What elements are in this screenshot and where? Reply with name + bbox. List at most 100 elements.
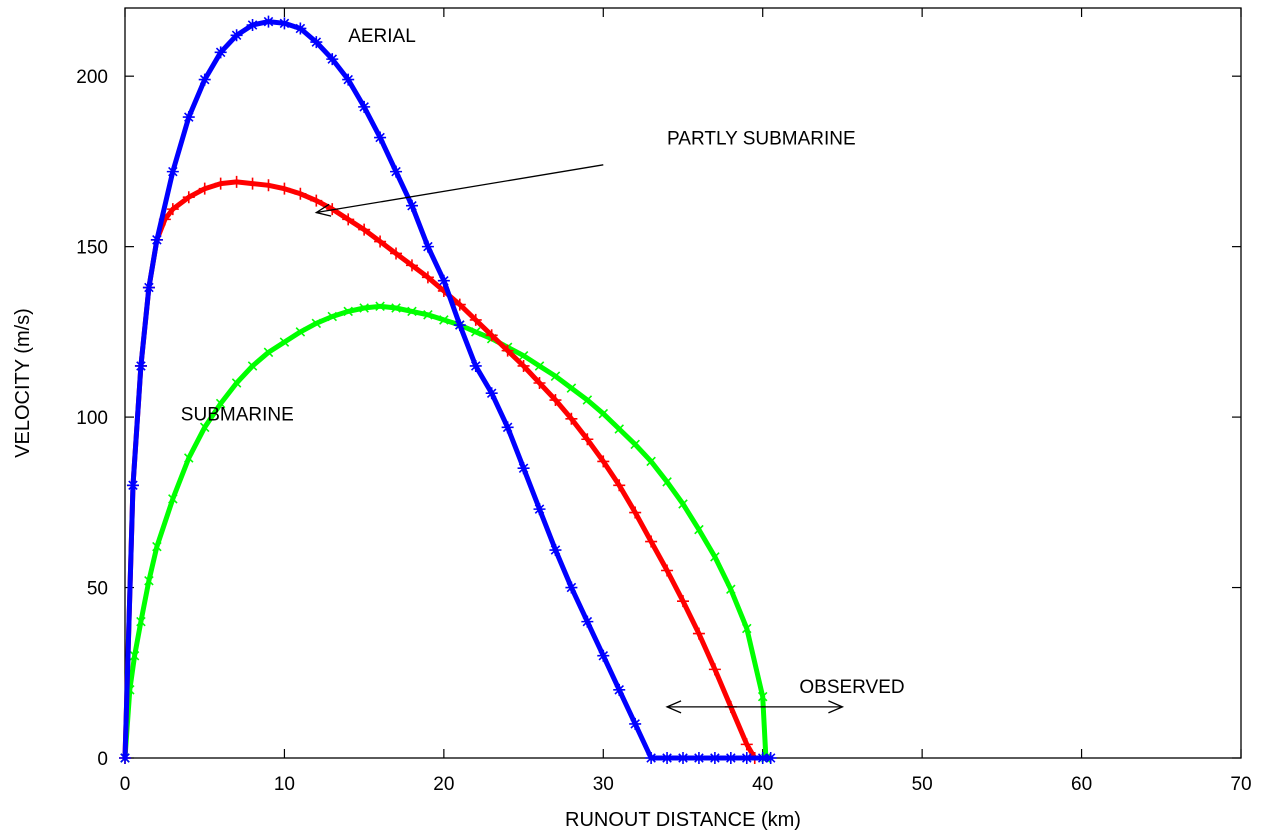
series-submarine	[120, 301, 771, 763]
data-point	[310, 36, 323, 49]
data-point	[262, 179, 275, 192]
data-point	[166, 165, 179, 178]
data-point	[198, 182, 211, 195]
arrow-line	[316, 164, 604, 214]
data-point	[598, 408, 609, 419]
data-point	[142, 281, 155, 294]
data-point	[724, 752, 737, 764]
data-point	[168, 494, 178, 504]
x-tick-label-4: 40	[752, 774, 773, 795]
data-point	[613, 683, 626, 696]
data-point	[534, 361, 545, 371]
x-tick-label-2: 20	[433, 774, 454, 795]
data-point	[182, 191, 195, 204]
data-point	[214, 177, 227, 190]
data-point	[692, 752, 705, 764]
data-point	[708, 752, 721, 764]
data-point	[629, 506, 642, 519]
data-point	[533, 503, 546, 516]
data-point	[199, 422, 210, 433]
data-point	[550, 371, 561, 381]
data-point	[215, 398, 226, 409]
data-point	[614, 424, 624, 434]
plot-frame	[124, 7, 1242, 759]
data-point	[469, 313, 482, 326]
x-tick-label-1: 10	[274, 774, 295, 795]
data-point	[646, 456, 656, 467]
data-point	[136, 616, 146, 627]
data-point	[279, 337, 290, 347]
y-tick-label-1: 50	[87, 579, 108, 600]
data-point	[230, 175, 243, 188]
data-point	[565, 412, 578, 425]
data-point	[629, 717, 642, 730]
data-point	[708, 663, 721, 676]
data-point	[517, 359, 530, 372]
data-point	[613, 479, 626, 492]
data-point	[278, 182, 291, 195]
axis-ticks: 0 10 20 30 40 50 60 70 0 50 100 150 200	[76, 8, 1252, 795]
data-point	[374, 235, 387, 248]
y-tick-label-4: 200	[76, 67, 108, 88]
x-tick-label-6: 60	[1071, 774, 1092, 795]
data-point	[390, 165, 403, 178]
data-point	[342, 73, 355, 86]
data-point	[326, 53, 339, 66]
data-point	[470, 327, 481, 337]
data-point	[246, 19, 259, 32]
data-point	[343, 306, 353, 317]
data-point	[310, 194, 323, 207]
data-point	[390, 247, 403, 260]
data-point	[358, 100, 371, 113]
data-point	[662, 477, 672, 487]
data-point	[407, 306, 417, 317]
arrow-1	[665, 700, 845, 714]
data-point	[342, 213, 355, 226]
data-point	[597, 649, 610, 662]
data-point	[485, 387, 498, 400]
data-point	[677, 595, 689, 608]
data-point	[726, 584, 736, 595]
data-point	[374, 131, 387, 144]
data-point	[645, 752, 658, 764]
annotation-arrows	[314, 164, 845, 714]
data-point	[119, 752, 131, 764]
data-point	[692, 627, 705, 640]
data-point	[518, 350, 529, 361]
data-point	[764, 752, 777, 764]
data-point	[661, 564, 674, 577]
annotation-submarine: SUBMARINE	[181, 405, 294, 426]
data-point	[453, 298, 466, 311]
data-point	[549, 394, 562, 407]
data-point	[742, 623, 752, 634]
data-point	[231, 378, 242, 388]
data-point	[517, 462, 530, 475]
data-point	[645, 535, 658, 548]
data-point	[166, 203, 179, 216]
data-point	[182, 111, 195, 124]
data-point	[710, 552, 720, 562]
data-point	[150, 233, 163, 246]
data-point	[184, 453, 194, 463]
x-tick-label-3: 30	[593, 774, 614, 795]
arrow-0	[314, 164, 604, 217]
data-point	[597, 455, 610, 468]
data-point	[756, 752, 769, 764]
y-axis-label: VELOCITY (m/s)	[12, 308, 34, 458]
annotation-aerial: AERIAL	[348, 26, 416, 47]
data-point	[311, 318, 322, 329]
data-point	[501, 344, 514, 357]
data-point	[375, 301, 385, 312]
data-point	[581, 433, 594, 446]
data-point	[134, 359, 147, 372]
data-point	[565, 581, 578, 594]
data-point	[501, 421, 514, 434]
series-trace	[122, 179, 758, 761]
series-aerial	[119, 15, 777, 764]
arrow-head	[665, 700, 682, 714]
data-point	[295, 327, 306, 337]
data-point	[485, 329, 498, 342]
data-point	[582, 395, 593, 405]
data-point	[294, 22, 307, 35]
